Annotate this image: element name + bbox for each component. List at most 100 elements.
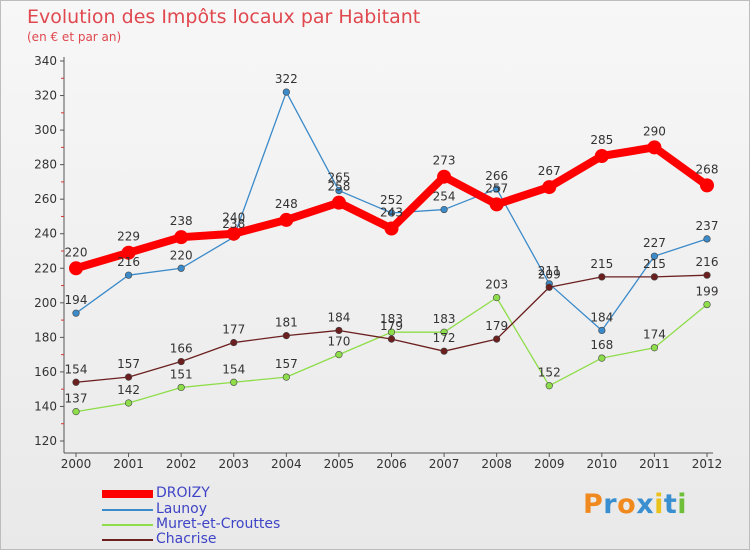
legend-swatch (102, 509, 153, 511)
x-tick-label: 2009 (534, 457, 565, 471)
data-label: 265 (327, 171, 350, 185)
proxiti-logo: Proxiti (583, 489, 688, 520)
data-label: 215 (590, 257, 613, 271)
x-tick-label: 2012 (692, 457, 723, 471)
data-point (493, 185, 501, 193)
data-label: 216 (117, 255, 140, 269)
data-label: 172 (433, 331, 456, 345)
data-label: 258 (327, 180, 350, 194)
data-label: 179 (380, 319, 403, 333)
x-tick-label: 2011 (639, 457, 670, 471)
data-label: 184 (590, 310, 613, 324)
y-tick-label: 300 (34, 123, 57, 137)
x-tick-label: 2003 (218, 457, 249, 471)
data-label: 209 (538, 267, 561, 281)
data-label: 199 (696, 285, 719, 299)
data-point (545, 283, 553, 291)
legend-label: Chacrise (156, 531, 217, 547)
data-label: 237 (696, 219, 719, 233)
legend-swatch (102, 490, 153, 498)
data-label: 266 (485, 169, 508, 183)
data-label: 254 (433, 190, 456, 204)
data-point (124, 373, 133, 381)
data-label: 290 (643, 124, 666, 138)
data-label: 157 (275, 357, 298, 371)
legend-swatch (102, 524, 153, 526)
data-label: 229 (117, 230, 140, 244)
data-label: 170 (327, 335, 350, 349)
data-point (650, 344, 659, 352)
data-point (703, 271, 711, 279)
data-label: 248 (275, 197, 298, 211)
data-point (598, 354, 606, 362)
data-point (440, 347, 448, 355)
data-label: 227 (643, 236, 666, 250)
data-point (545, 382, 553, 390)
data-label: 322 (275, 72, 298, 86)
data-label: 267 (538, 164, 561, 178)
data-point (387, 328, 396, 336)
x-tick-label: 2002 (166, 457, 197, 471)
data-point (387, 209, 396, 217)
data-label: 215 (643, 257, 666, 271)
data-point (703, 300, 711, 309)
data-point (650, 273, 659, 281)
data-label: 257 (485, 181, 508, 195)
y-tick-label: 260 (34, 192, 57, 206)
data-point (437, 169, 452, 184)
data-point (440, 328, 448, 336)
data-label: 238 (222, 217, 245, 231)
y-tick-label: 220 (34, 261, 57, 275)
data-label: 243 (380, 206, 403, 220)
data-label: 211 (538, 264, 561, 278)
data-label: 183 (433, 312, 456, 326)
data-label: 285 (590, 133, 613, 147)
data-point (177, 357, 185, 366)
data-point (440, 205, 448, 214)
data-point (647, 140, 662, 155)
data-label: 240 (222, 211, 245, 225)
data-point (230, 338, 238, 347)
legend-label: DROIZY (156, 485, 210, 501)
data-point (542, 180, 557, 195)
data-label: 179 (485, 319, 508, 333)
data-point (177, 264, 185, 272)
data-label: 183 (380, 312, 403, 326)
data-label: 154 (65, 362, 88, 376)
legend-label: Muret-et-Crouttes (156, 516, 281, 532)
chart-title: Evolution des Impôts locaux par Habitant (27, 6, 421, 28)
data-point (124, 271, 133, 279)
data-label: 137 (65, 392, 88, 406)
data-point (72, 408, 80, 416)
data-label: 174 (643, 328, 666, 342)
data-label: 157 (117, 357, 140, 371)
data-point (174, 230, 189, 245)
x-tick-label: 2001 (113, 457, 144, 471)
data-label: 238 (170, 214, 193, 228)
x-tick-label: 2010 (587, 457, 618, 471)
y-tick-label: 340 (34, 54, 57, 68)
data-point (72, 309, 80, 317)
data-point (124, 399, 133, 407)
y-tick-label: 140 (34, 399, 57, 413)
data-point (69, 261, 83, 276)
data-point (594, 149, 609, 163)
data-label: 154 (222, 362, 245, 376)
data-point (121, 245, 136, 260)
data-point (282, 332, 290, 340)
data-point (282, 88, 290, 96)
data-label: 216 (696, 255, 719, 269)
x-tick-label: 2005 (324, 457, 355, 471)
data-point (493, 294, 501, 302)
data-label: 252 (380, 193, 403, 207)
data-point (703, 235, 711, 243)
data-label: 168 (590, 338, 613, 352)
y-tick-label: 180 (34, 330, 57, 344)
data-point (279, 212, 294, 227)
legend-label: Launoy (156, 501, 207, 517)
legend-swatch (102, 539, 153, 541)
data-point (493, 335, 501, 343)
y-tick-label: 200 (34, 296, 57, 310)
data-point (384, 221, 399, 236)
